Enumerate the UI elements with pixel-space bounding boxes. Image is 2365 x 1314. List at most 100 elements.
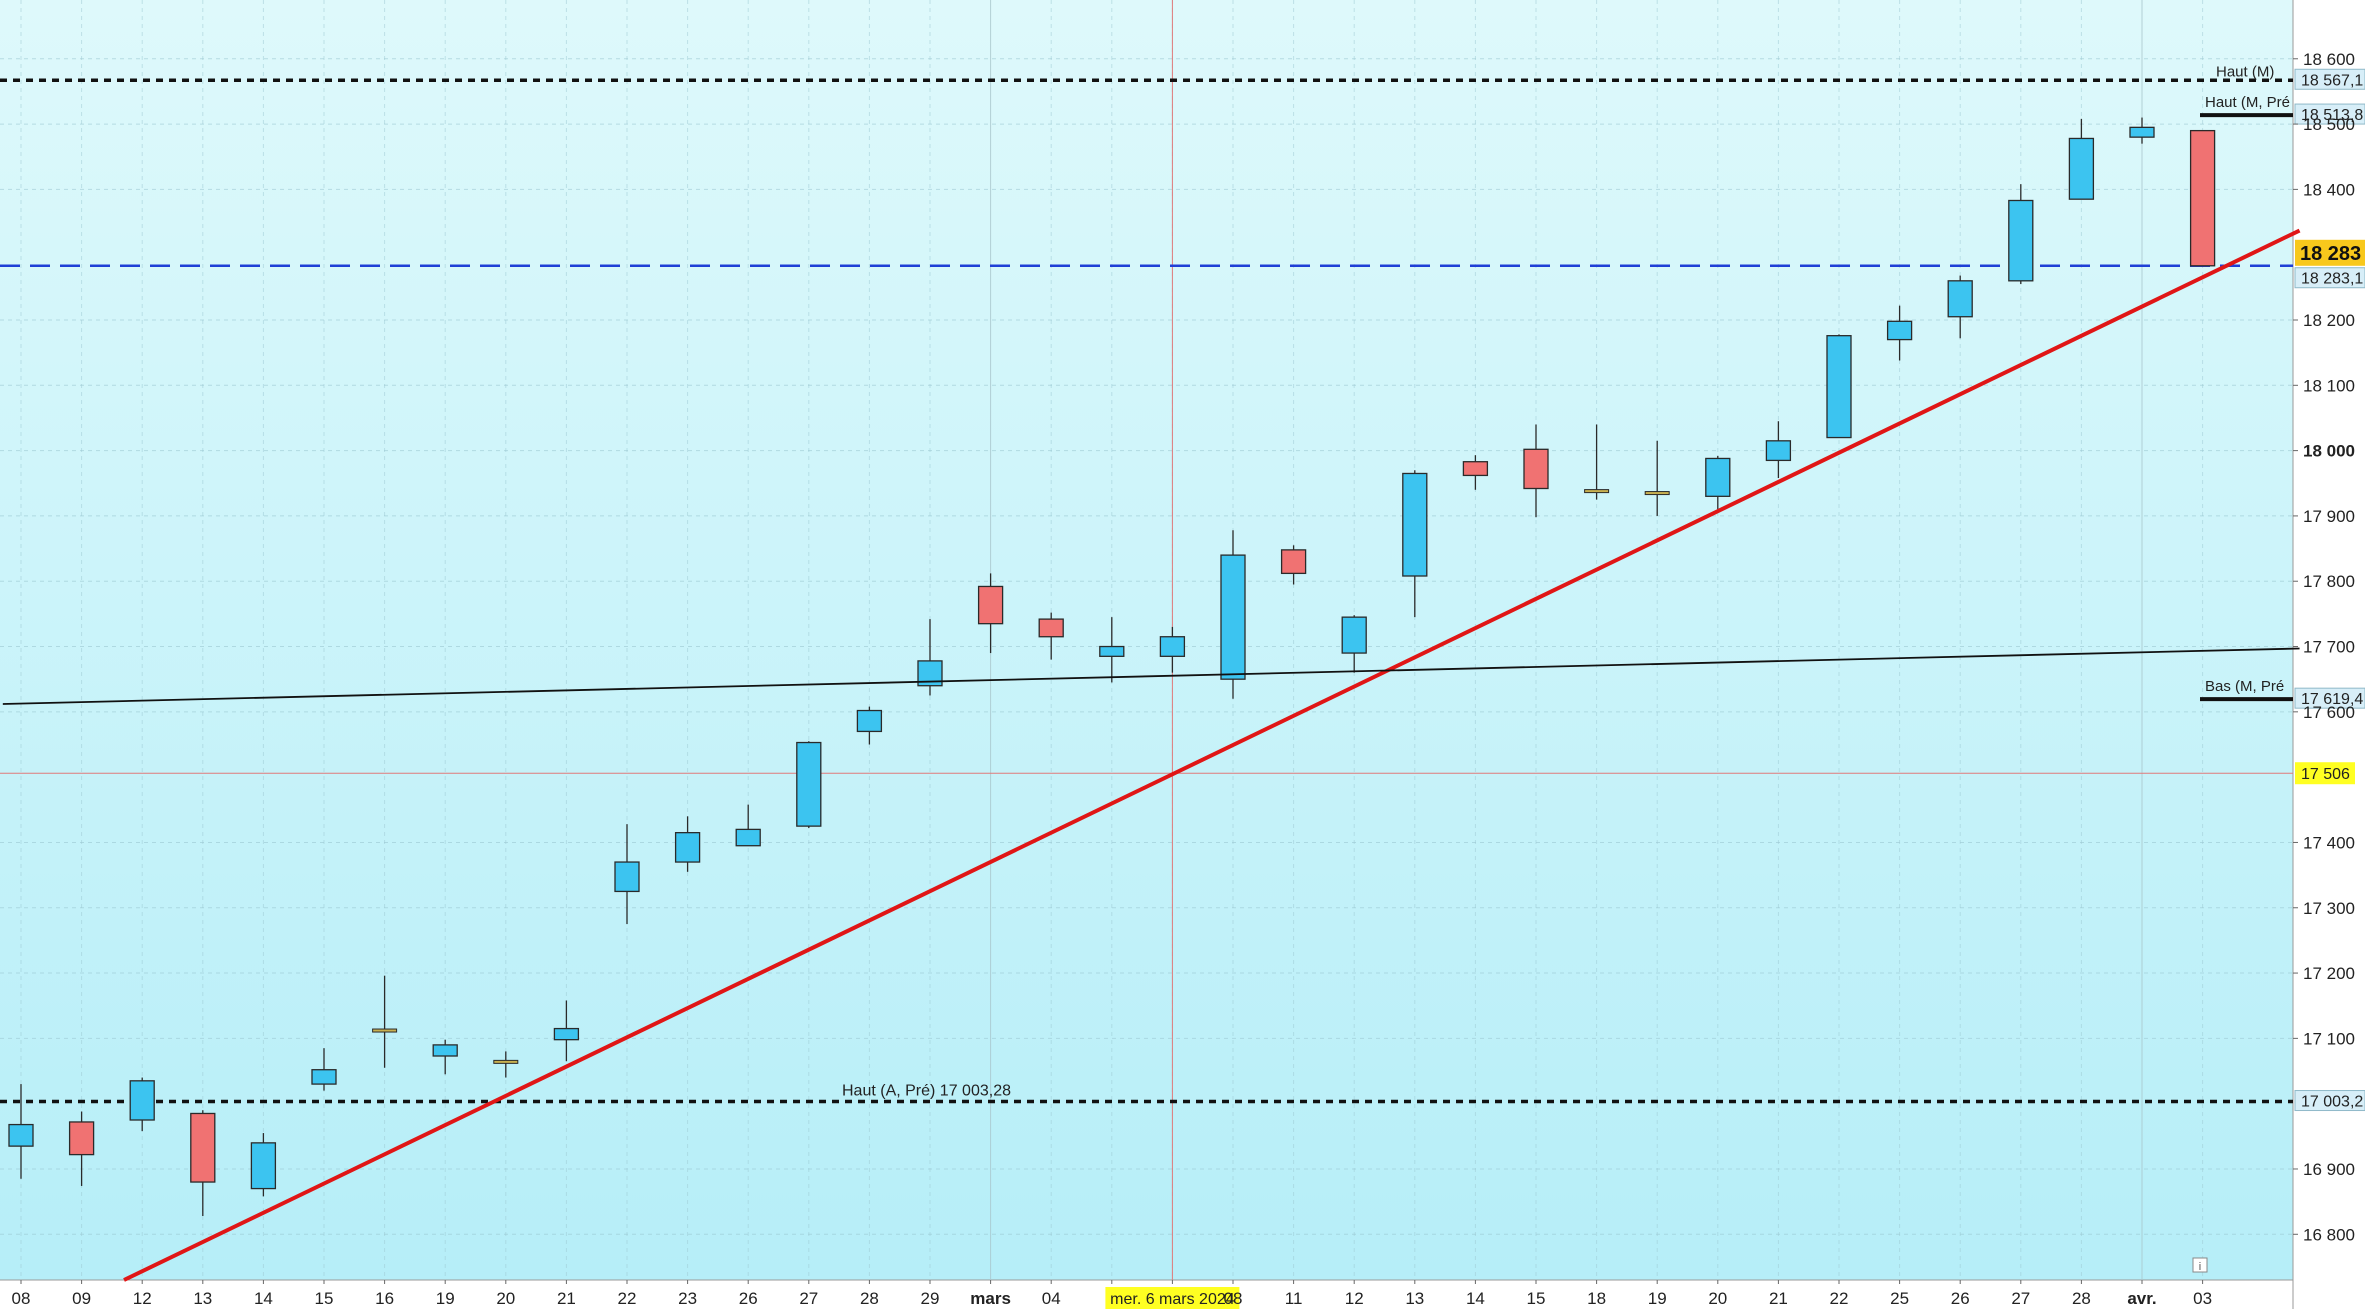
candle[interactable] xyxy=(977,573,1004,654)
price-tag xyxy=(2294,68,2365,90)
y-tick-label: 17 200 xyxy=(2303,964,2355,983)
candle[interactable] xyxy=(68,1111,95,1186)
candle[interactable] xyxy=(553,1000,580,1062)
candle-body-doji xyxy=(1584,489,1610,494)
plot-background xyxy=(0,0,2293,1280)
candle[interactable] xyxy=(1159,626,1186,673)
candle[interactable] xyxy=(2068,118,2095,200)
x-tick-label: 28 xyxy=(2072,1289,2091,1308)
x-tick-label: 15 xyxy=(315,1289,334,1308)
level-label: Haut (A, Pré) 17 003,28 xyxy=(842,1083,1011,1100)
candle-body-down xyxy=(190,1112,216,1183)
candle[interactable] xyxy=(311,1048,337,1091)
candle[interactable] xyxy=(432,1039,458,1075)
x-tick-label: 12 xyxy=(133,1289,152,1308)
last-price-label: 18 283 xyxy=(2300,243,2361,265)
candle[interactable] xyxy=(493,1051,519,1078)
candle[interactable] xyxy=(1462,455,1489,490)
candle-body-down xyxy=(2189,129,2216,267)
price-tag-label: 17 619,4 xyxy=(2301,691,2363,708)
x-tick-label: 20 xyxy=(1708,1289,1727,1308)
candle-body-down xyxy=(1523,448,1549,490)
candle[interactable] xyxy=(1099,617,1125,683)
candle-body-up xyxy=(311,1069,337,1085)
candle[interactable] xyxy=(1038,612,1064,660)
candle[interactable] xyxy=(796,741,822,829)
x-tick-label: 22 xyxy=(1830,1289,1849,1308)
info-icon[interactable]: i xyxy=(2192,1257,2208,1273)
x-tick-label: 29 xyxy=(921,1289,940,1308)
candle[interactable] xyxy=(1886,305,1913,361)
black-trendline[interactable] xyxy=(2,647,2300,705)
x-tick-label: 13 xyxy=(193,1289,212,1308)
level-label: Bas (M, Pré xyxy=(2205,678,2284,695)
candle[interactable] xyxy=(250,1133,277,1197)
last-price-tag xyxy=(2295,239,2365,266)
candle[interactable] xyxy=(2008,184,2034,285)
candle[interactable] xyxy=(8,1084,34,1179)
x-tick-label: 08 xyxy=(12,1289,31,1308)
candle[interactable] xyxy=(1826,334,1852,439)
price-tag xyxy=(2294,1090,2365,1112)
candle[interactable] xyxy=(1705,455,1731,510)
crosshair-date-label: mer. 6 mars 2024 xyxy=(1110,1291,1235,1308)
candle-body-up xyxy=(129,1080,155,1121)
y-tick-label: 17 100 xyxy=(2303,1029,2355,1048)
y-tick-label: 17 700 xyxy=(2303,638,2355,657)
candle[interactable] xyxy=(614,824,640,925)
candle-body-up xyxy=(8,1123,34,1147)
candle[interactable] xyxy=(1523,424,1549,518)
x-tick-label: 15 xyxy=(1527,1289,1546,1308)
candle[interactable] xyxy=(1402,470,1428,618)
crosshair-date-tag xyxy=(1105,1287,1240,1309)
crosshair-price-tag xyxy=(2295,762,2355,785)
x-tick-label: 03 xyxy=(2193,1289,2212,1308)
y-tick-label: 17 800 xyxy=(2303,572,2355,591)
candle-body-up xyxy=(553,1027,580,1041)
red-trendline[interactable] xyxy=(123,228,2301,1282)
candle[interactable] xyxy=(129,1077,155,1132)
candle-body-up xyxy=(1705,457,1731,497)
candle[interactable] xyxy=(2189,129,2216,267)
candle[interactable] xyxy=(1765,421,1792,479)
candle-body-up xyxy=(1341,616,1367,654)
candle-body-up xyxy=(1099,645,1125,657)
x-tick-label: 16 xyxy=(375,1289,394,1308)
candle-body-down xyxy=(68,1121,95,1156)
x-tick-label: 25 xyxy=(1890,1289,1909,1308)
y-tick-label: 18 500 xyxy=(2303,115,2355,134)
candle-body-down xyxy=(1462,461,1489,477)
price-tag xyxy=(2294,687,2365,709)
candle[interactable] xyxy=(190,1110,216,1216)
candle[interactable] xyxy=(674,816,701,872)
candle-body-down xyxy=(1038,618,1064,638)
price-tag-label: 17 003,2 xyxy=(2301,1094,2363,1111)
y-tick-label: 17 600 xyxy=(2303,703,2355,722)
candle[interactable] xyxy=(1220,530,1246,699)
svg-text:i: i xyxy=(2199,1261,2201,1273)
candle-body-doji xyxy=(372,1028,398,1033)
candle-body-up xyxy=(1947,280,1973,318)
x-tick-label: 23 xyxy=(678,1289,697,1308)
candle-body-up xyxy=(856,709,883,733)
candle[interactable] xyxy=(1584,424,1610,500)
x-tick-label: 08 xyxy=(1224,1289,1243,1308)
y-tick-label: 18 400 xyxy=(2303,180,2355,199)
candle[interactable] xyxy=(372,975,398,1068)
candle[interactable] xyxy=(1280,545,1307,585)
candle-body-up xyxy=(1402,472,1428,577)
candle[interactable] xyxy=(735,804,761,847)
x-tick-label: 19 xyxy=(436,1289,455,1308)
candle-body-up xyxy=(614,861,640,893)
candle[interactable] xyxy=(1644,440,1670,516)
x-tick-label: 19 xyxy=(1648,1289,1667,1308)
candle[interactable] xyxy=(1947,275,1973,339)
x-tick-label: 21 xyxy=(1769,1289,1788,1308)
candle[interactable] xyxy=(1341,615,1367,673)
price-tag-label: 18 567,1 xyxy=(2301,72,2363,89)
candle[interactable] xyxy=(856,706,883,745)
candle[interactable] xyxy=(2129,117,2155,144)
x-tick-label: 11 xyxy=(1285,1289,1303,1308)
